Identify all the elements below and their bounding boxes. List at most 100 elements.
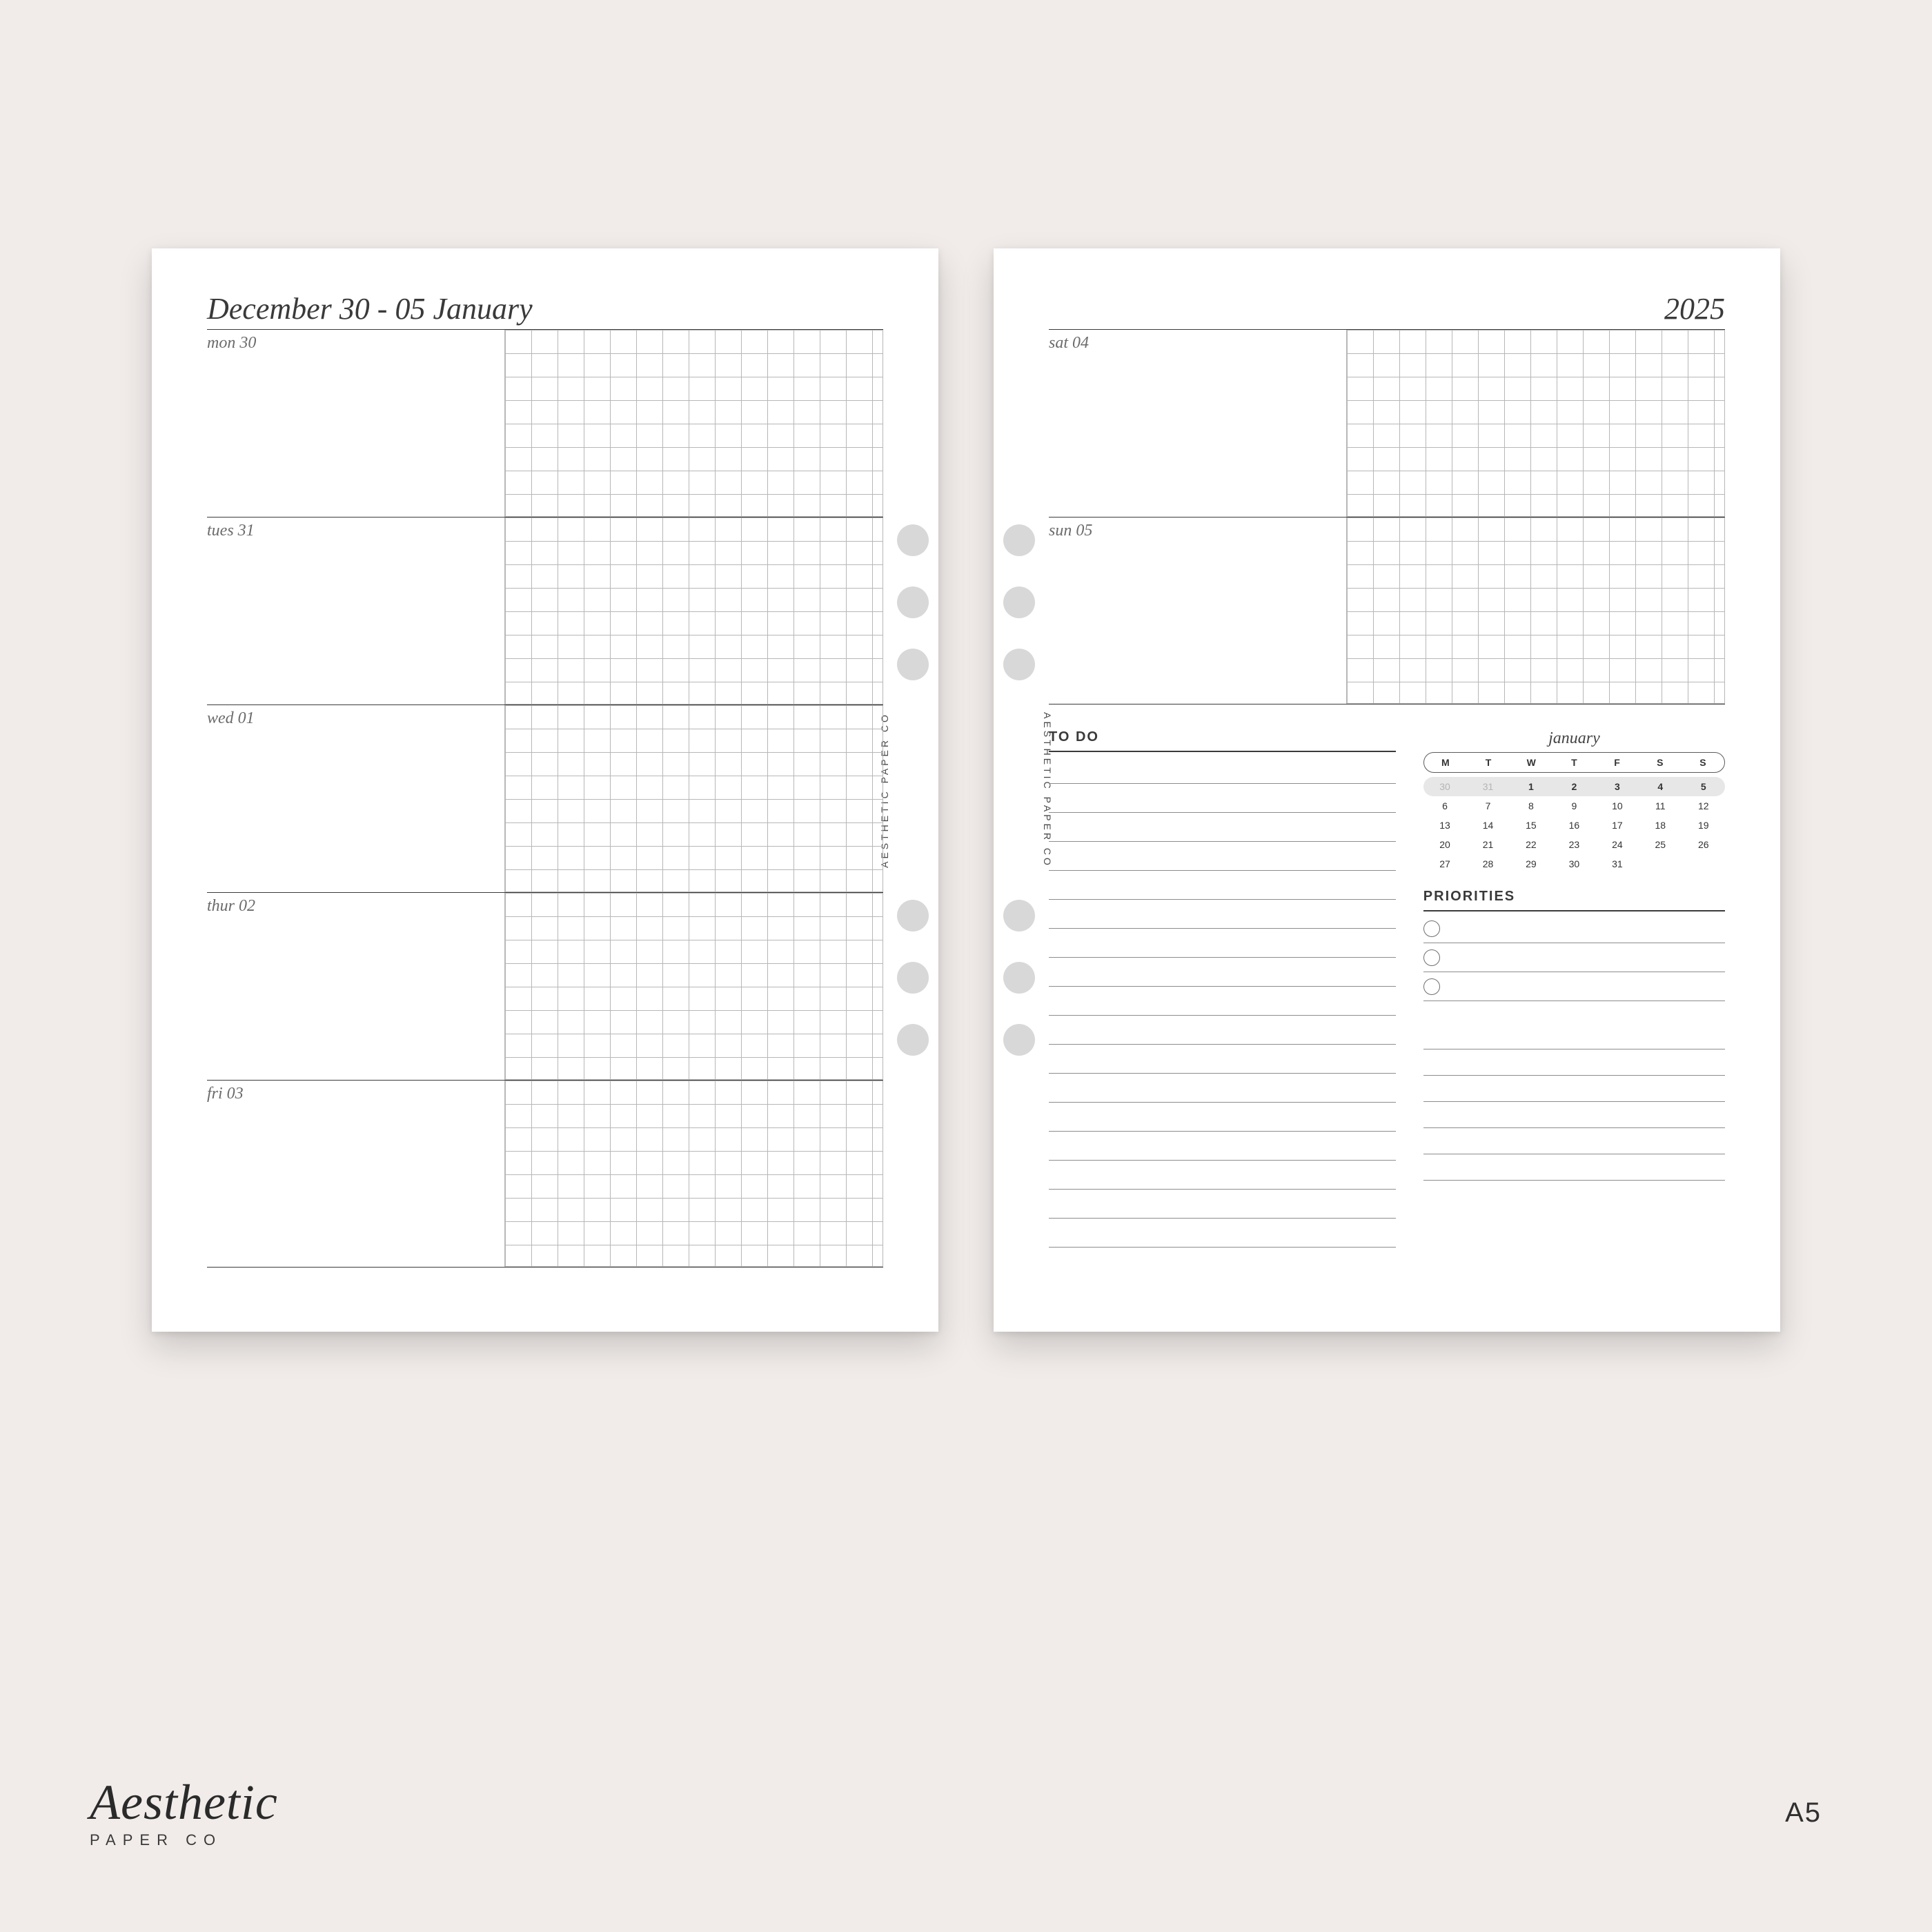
ruled-line bbox=[1049, 871, 1396, 900]
day-row: mon 30 bbox=[207, 329, 883, 517]
ruled-line bbox=[1049, 784, 1396, 813]
mini-calendar-cell: 10 bbox=[1596, 796, 1639, 816]
mini-calendar-body: 3031123456789101112131415161718192021222… bbox=[1423, 777, 1725, 874]
day-row: sat 04 bbox=[1049, 329, 1725, 517]
mini-calendar-cell: 31 bbox=[1466, 777, 1509, 796]
brand-logo: Aesthetic PAPER CO bbox=[90, 1777, 278, 1849]
priority-row bbox=[1423, 943, 1725, 972]
planner-page-right: AESTHETIC PAPER CO 2025 sat 04sun 05 TO … bbox=[994, 248, 1780, 1332]
ruled-line bbox=[1049, 842, 1396, 871]
mini-calendar-cell: 28 bbox=[1466, 854, 1509, 874]
mini-calendar-cell: 24 bbox=[1596, 835, 1639, 854]
mini-calendar: january MTWTFSS 303112345678910111213141… bbox=[1423, 729, 1725, 874]
mini-calendar-row: 20212223242526 bbox=[1423, 835, 1725, 854]
priority-row bbox=[1423, 972, 1725, 1001]
ruled-line bbox=[1049, 1190, 1396, 1219]
mini-calendar-cell: 6 bbox=[1423, 796, 1466, 816]
mini-calendar-cell: 15 bbox=[1510, 816, 1552, 835]
mini-calendar-cell: 5 bbox=[1682, 777, 1725, 796]
mini-calendar-dow: S bbox=[1639, 753, 1682, 772]
day-label: thur 02 bbox=[207, 897, 255, 916]
mini-calendar-dow: W bbox=[1510, 753, 1552, 772]
planner-page-left: AESTHETIC PAPER CO December 30 - 05 Janu… bbox=[152, 248, 938, 1332]
mini-calendar-cell: 1 bbox=[1510, 777, 1552, 796]
binder-hole-icon bbox=[1003, 649, 1035, 680]
left-days-column: mon 30 tues 31 wed 01 thur 02 fri 03 bbox=[207, 329, 883, 1268]
mini-calendar-cell: 30 bbox=[1423, 777, 1466, 796]
todo-lines bbox=[1049, 755, 1396, 1248]
mini-calendar-cell: 7 bbox=[1466, 796, 1509, 816]
ruled-line bbox=[1049, 1161, 1396, 1190]
mini-calendar-cell: 27 bbox=[1423, 854, 1466, 874]
day-label: mon 30 bbox=[207, 334, 256, 353]
day-grid bbox=[504, 518, 883, 704]
mini-calendar-cell: 25 bbox=[1639, 835, 1682, 854]
ruled-line bbox=[1423, 1128, 1725, 1154]
mini-calendar-dow: F bbox=[1595, 753, 1638, 772]
day-row: wed 01 bbox=[207, 704, 883, 892]
ruled-line bbox=[1423, 1076, 1725, 1102]
mini-calendar-dow: M bbox=[1424, 753, 1467, 772]
mini-calendar-title: january bbox=[1423, 729, 1725, 748]
ruled-line bbox=[1423, 1102, 1725, 1128]
mini-calendar-dow: T bbox=[1552, 753, 1595, 772]
binder-hole-icon bbox=[1003, 900, 1035, 931]
mini-calendar-cell bbox=[1639, 854, 1682, 874]
mini-calendar-cell: 20 bbox=[1423, 835, 1466, 854]
ruled-line bbox=[1049, 987, 1396, 1016]
mini-calendar-cell: 21 bbox=[1466, 835, 1509, 854]
mini-calendar-row: 303112345 bbox=[1423, 777, 1725, 796]
mini-calendar-cell: 2 bbox=[1552, 777, 1595, 796]
day-row: sun 05 bbox=[1049, 517, 1725, 704]
priorities-heading: PRIORITIES bbox=[1423, 889, 1725, 911]
priorities-list bbox=[1423, 914, 1725, 1001]
priorities-section: PRIORITIES bbox=[1423, 889, 1725, 1001]
notes-section bbox=[1423, 1023, 1725, 1181]
mini-calendar-cell: 16 bbox=[1552, 816, 1595, 835]
ruled-line bbox=[1049, 1045, 1396, 1074]
ruled-line bbox=[1049, 929, 1396, 958]
mini-calendar-dow: T bbox=[1467, 753, 1510, 772]
binder-hole-icon bbox=[1003, 524, 1035, 556]
mini-calendar-row: 6789101112 bbox=[1423, 796, 1725, 816]
binder-hole-icon bbox=[1003, 586, 1035, 618]
mini-calendar-cell: 29 bbox=[1510, 854, 1552, 874]
ruled-line bbox=[1049, 1016, 1396, 1045]
binder-hole-icon bbox=[897, 900, 929, 931]
mini-calendar-dow: S bbox=[1682, 753, 1724, 772]
mini-calendar-cell: 11 bbox=[1639, 796, 1682, 816]
day-grid bbox=[1346, 330, 1725, 517]
mini-calendar-cell: 14 bbox=[1466, 816, 1509, 835]
day-label: fri 03 bbox=[207, 1085, 244, 1103]
binder-hole-icon bbox=[1003, 962, 1035, 994]
mini-calendar-row: 2728293031 bbox=[1423, 854, 1725, 874]
mini-calendar-cell: 3 bbox=[1596, 777, 1639, 796]
mini-calendar-cell: 17 bbox=[1596, 816, 1639, 835]
binder-holes-right bbox=[1003, 248, 1035, 1332]
mini-calendar-header: MTWTFSS bbox=[1423, 752, 1725, 773]
binder-hole-icon bbox=[897, 1024, 929, 1056]
binder-holes-left bbox=[897, 248, 929, 1332]
ruled-line bbox=[1049, 958, 1396, 987]
ruled-line bbox=[1049, 1103, 1396, 1132]
mini-calendar-cell: 13 bbox=[1423, 816, 1466, 835]
day-row: fri 03 bbox=[207, 1080, 883, 1268]
day-grid bbox=[504, 893, 883, 1080]
day-label: sat 04 bbox=[1049, 334, 1089, 353]
binder-hole-icon bbox=[1003, 1024, 1035, 1056]
size-label: A5 bbox=[1785, 1797, 1822, 1828]
day-grid bbox=[504, 1081, 883, 1267]
ruled-line bbox=[1049, 900, 1396, 929]
binder-hole-icon bbox=[897, 586, 929, 618]
day-label: tues 31 bbox=[207, 522, 255, 540]
mini-calendar-cell: 31 bbox=[1596, 854, 1639, 874]
notes-lines bbox=[1423, 1023, 1725, 1181]
ruled-line bbox=[1049, 755, 1396, 784]
ruled-line bbox=[1049, 1219, 1396, 1248]
todo-section: TO DO bbox=[1049, 729, 1396, 1248]
day-row: tues 31 bbox=[207, 517, 883, 704]
week-range-title: December 30 - 05 January bbox=[207, 291, 883, 326]
day-label: wed 01 bbox=[207, 709, 255, 728]
mini-calendar-cell: 26 bbox=[1682, 835, 1725, 854]
day-grid bbox=[504, 705, 883, 892]
